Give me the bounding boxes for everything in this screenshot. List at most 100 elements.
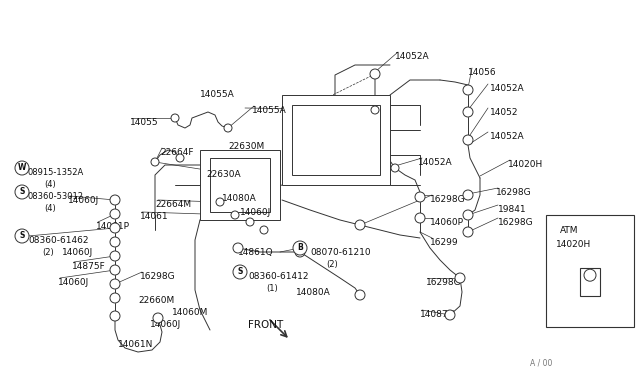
Text: 16298G: 16298G	[498, 218, 534, 227]
Circle shape	[295, 247, 305, 257]
Circle shape	[463, 210, 473, 220]
Text: 14060J: 14060J	[150, 320, 181, 329]
Text: 22664F: 22664F	[160, 148, 193, 157]
Circle shape	[233, 243, 243, 253]
Text: 14052A: 14052A	[490, 132, 525, 141]
Text: 22664M: 22664M	[155, 200, 191, 209]
Bar	[546, 215, 634, 327]
Circle shape	[455, 273, 465, 283]
Circle shape	[15, 185, 29, 199]
Text: W: W	[18, 164, 26, 173]
Text: 14061N: 14061N	[118, 340, 154, 349]
Text: S: S	[19, 187, 25, 196]
Text: 14060J: 14060J	[62, 248, 93, 257]
Text: 14060J: 14060J	[58, 278, 89, 287]
Circle shape	[445, 310, 455, 320]
Bar	[292, 105, 380, 175]
Circle shape	[110, 251, 120, 261]
Circle shape	[176, 154, 184, 162]
Circle shape	[371, 106, 379, 114]
Text: 14056: 14056	[468, 68, 497, 77]
Text: 19841: 19841	[498, 205, 527, 214]
Text: 14020H: 14020H	[556, 240, 591, 249]
Circle shape	[355, 290, 365, 300]
Circle shape	[110, 311, 120, 321]
Circle shape	[260, 226, 268, 234]
Circle shape	[153, 313, 163, 323]
Text: S: S	[237, 267, 243, 276]
Text: (4): (4)	[44, 180, 56, 189]
Text: 16298G: 16298G	[430, 195, 466, 204]
Circle shape	[391, 164, 399, 172]
Circle shape	[233, 265, 247, 279]
Circle shape	[110, 265, 120, 275]
Circle shape	[110, 237, 120, 247]
Text: 14052A: 14052A	[490, 84, 525, 93]
Circle shape	[463, 85, 473, 95]
Text: (4): (4)	[44, 204, 56, 213]
Text: 14875F: 14875F	[72, 262, 106, 271]
Circle shape	[355, 220, 365, 230]
Text: 16299: 16299	[430, 238, 459, 247]
Text: 14055: 14055	[130, 118, 159, 127]
Text: 14055A: 14055A	[252, 106, 287, 115]
Text: 14060M: 14060M	[172, 308, 209, 317]
Circle shape	[15, 161, 29, 175]
Bar	[210, 158, 270, 212]
Circle shape	[415, 192, 425, 202]
Text: ATM: ATM	[560, 226, 579, 235]
Circle shape	[110, 223, 120, 233]
Text: 14055A: 14055A	[200, 90, 235, 99]
Text: 14061P: 14061P	[96, 222, 130, 231]
Bar	[200, 150, 280, 220]
Text: FRONT: FRONT	[248, 320, 284, 330]
Text: 14060P: 14060P	[430, 218, 464, 227]
Text: 08915-1352A: 08915-1352A	[28, 168, 84, 177]
Text: 16298G: 16298G	[496, 188, 532, 197]
Circle shape	[463, 107, 473, 117]
Circle shape	[370, 69, 380, 79]
Text: 08360-61412: 08360-61412	[248, 272, 308, 281]
Text: 14087N: 14087N	[420, 310, 456, 319]
Text: 14060J: 14060J	[68, 196, 99, 205]
Circle shape	[15, 229, 29, 243]
Text: (2): (2)	[326, 260, 338, 269]
Text: 14052A: 14052A	[395, 52, 429, 61]
Bar	[282, 95, 390, 185]
Text: 14080A: 14080A	[222, 194, 257, 203]
Text: 08360-53012: 08360-53012	[28, 192, 84, 201]
Text: 14052A: 14052A	[418, 158, 452, 167]
Text: (2): (2)	[42, 248, 54, 257]
Text: 14080A: 14080A	[296, 288, 331, 297]
Circle shape	[110, 209, 120, 219]
Circle shape	[110, 293, 120, 303]
Text: 22660M: 22660M	[138, 296, 174, 305]
Circle shape	[463, 190, 473, 200]
Circle shape	[293, 241, 307, 255]
Text: B: B	[297, 244, 303, 253]
Text: 08360-61462: 08360-61462	[28, 236, 88, 245]
Text: 08070-61210: 08070-61210	[310, 248, 371, 257]
Circle shape	[463, 135, 473, 145]
Circle shape	[151, 158, 159, 166]
Text: A / 00: A / 00	[530, 358, 552, 367]
Circle shape	[415, 213, 425, 223]
Text: 16298G: 16298G	[140, 272, 175, 281]
Bar	[580, 268, 600, 296]
Circle shape	[171, 114, 179, 122]
Text: S: S	[19, 231, 25, 241]
Circle shape	[246, 218, 254, 226]
Text: 14060J: 14060J	[240, 208, 271, 217]
Text: 14020H: 14020H	[508, 160, 543, 169]
Circle shape	[216, 198, 224, 206]
Text: 22630M: 22630M	[228, 142, 264, 151]
Text: 16298G: 16298G	[426, 278, 461, 287]
Circle shape	[231, 211, 239, 219]
Circle shape	[110, 195, 120, 205]
Text: 14052: 14052	[490, 108, 518, 117]
Text: 22630A: 22630A	[206, 170, 241, 179]
Text: 14061: 14061	[140, 212, 168, 221]
Text: (1): (1)	[266, 284, 278, 293]
Circle shape	[584, 269, 596, 281]
Circle shape	[110, 279, 120, 289]
